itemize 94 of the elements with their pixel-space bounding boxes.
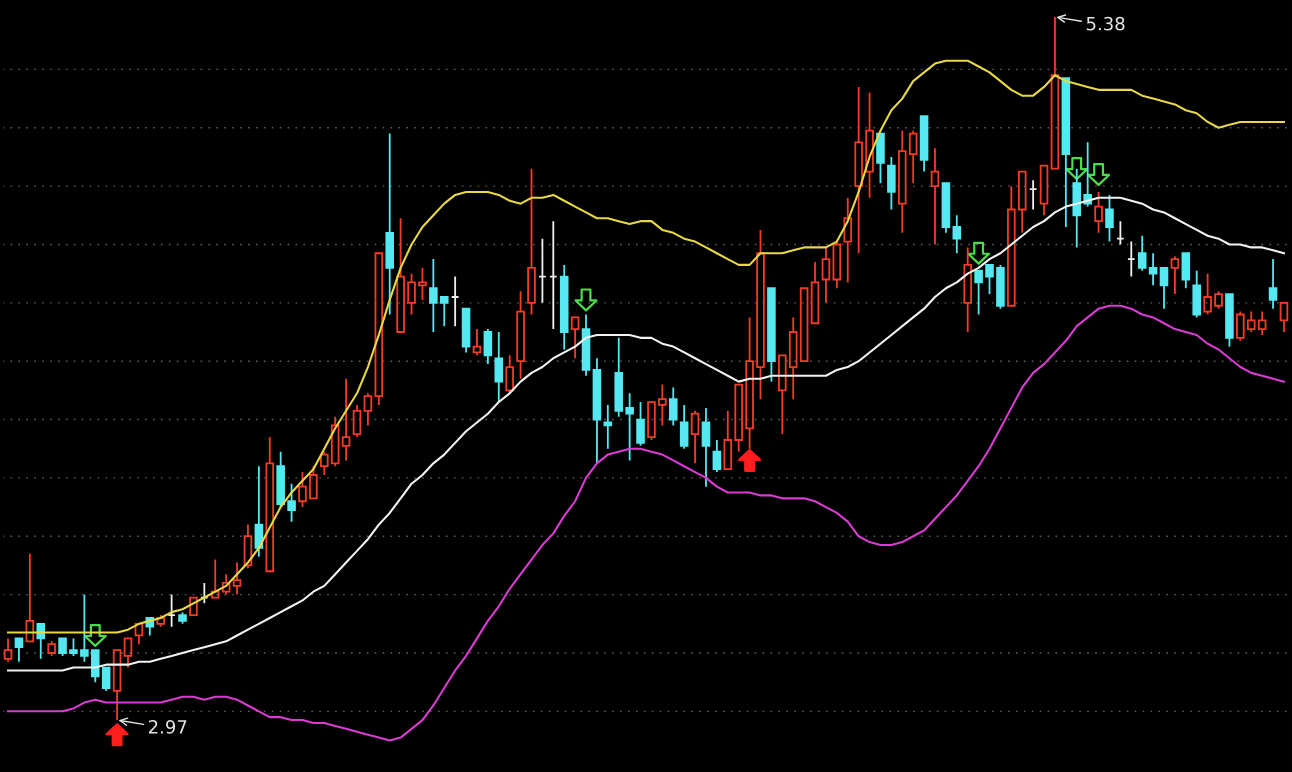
candlestick — [581, 313, 591, 377]
candlestick — [897, 129, 907, 234]
candlestick — [1181, 252, 1191, 290]
candlestick — [614, 336, 624, 418]
candlestick — [701, 406, 711, 488]
point — [83, 623, 107, 647]
candlestick — [756, 228, 765, 401]
candlestick — [90, 649, 100, 684]
candlestick — [287, 482, 296, 523]
candlestick — [1279, 301, 1289, 333]
point — [738, 448, 762, 472]
candlestick — [80, 593, 89, 663]
candlestick — [930, 147, 940, 246]
candlestick — [723, 409, 733, 471]
candlestick — [887, 156, 896, 211]
candlestick — [407, 272, 416, 316]
candlestick — [1137, 234, 1147, 272]
candlestick — [1072, 167, 1082, 249]
annotation: 2.97 — [148, 720, 187, 734]
candlestick — [1061, 77, 1071, 228]
candlestick — [1039, 164, 1049, 217]
candlestick — [232, 561, 242, 596]
candlestick — [320, 450, 329, 476]
candlestick — [374, 252, 384, 406]
candlestick — [112, 649, 122, 721]
candlestick — [952, 214, 962, 255]
candlestick — [1192, 269, 1202, 319]
point — [967, 241, 991, 265]
candlestick — [418, 266, 427, 301]
candlestick — [843, 196, 853, 284]
candlestick — [1017, 170, 1027, 234]
candlestick — [341, 377, 351, 462]
annotation: 5.38 — [1086, 16, 1125, 31]
candlestick — [1148, 252, 1158, 287]
candlestick — [625, 392, 634, 462]
candlestick — [527, 167, 536, 316]
candlestick — [265, 436, 275, 573]
candlestick — [1105, 193, 1114, 243]
candlestick — [1007, 185, 1016, 307]
candlestick — [25, 552, 35, 643]
candlestick — [472, 328, 482, 357]
candlestick — [483, 328, 493, 366]
candlestick — [494, 331, 504, 403]
candlestick — [298, 471, 307, 508]
candlestick — [134, 622, 144, 646]
candlestick — [712, 439, 722, 473]
candlestick — [734, 383, 743, 453]
candlestick — [1083, 141, 1092, 208]
point — [574, 288, 598, 312]
candlestick — [668, 386, 678, 427]
candlestick — [821, 246, 831, 304]
candlestick — [963, 246, 972, 333]
candlestick — [810, 261, 820, 325]
candlestick — [865, 91, 874, 199]
candlestick — [832, 240, 842, 290]
candlestick — [974, 269, 983, 316]
candlestick — [1170, 255, 1180, 295]
candlestick — [658, 383, 667, 427]
candlestick — [516, 290, 525, 380]
candlestick — [396, 217, 405, 333]
candlestick — [429, 258, 438, 333]
candlestick — [385, 132, 395, 316]
candlestick — [1203, 272, 1212, 316]
candlestick — [745, 316, 754, 450]
candlestick — [1159, 266, 1169, 310]
candlestick — [679, 404, 689, 450]
candlestick — [570, 316, 580, 360]
candlestick — [14, 637, 24, 663]
candlestick — [363, 392, 373, 427]
candlestick — [1094, 191, 1103, 234]
candlestick — [778, 354, 787, 436]
candlestick — [690, 409, 700, 465]
candlestick — [3, 637, 13, 663]
candlestick — [559, 264, 569, 351]
candlestick — [1257, 310, 1267, 336]
candlestick — [767, 287, 776, 383]
candlestick — [1268, 258, 1278, 310]
candlestick — [221, 573, 231, 596]
candlestick — [210, 558, 220, 599]
point — [105, 723, 129, 747]
candlestick — [1050, 15, 1060, 170]
candlestick — [636, 401, 645, 447]
point — [1065, 157, 1089, 181]
candlestick — [854, 86, 863, 255]
candlestick — [243, 523, 253, 570]
candlestick — [941, 182, 951, 234]
candlestick — [592, 357, 602, 465]
candlestick — [439, 296, 449, 328]
candlestick — [908, 129, 918, 185]
candlestick — [919, 115, 929, 173]
candlestick — [788, 316, 798, 401]
candlestick — [36, 622, 46, 660]
point — [1087, 162, 1111, 186]
candlestick — [876, 132, 885, 185]
